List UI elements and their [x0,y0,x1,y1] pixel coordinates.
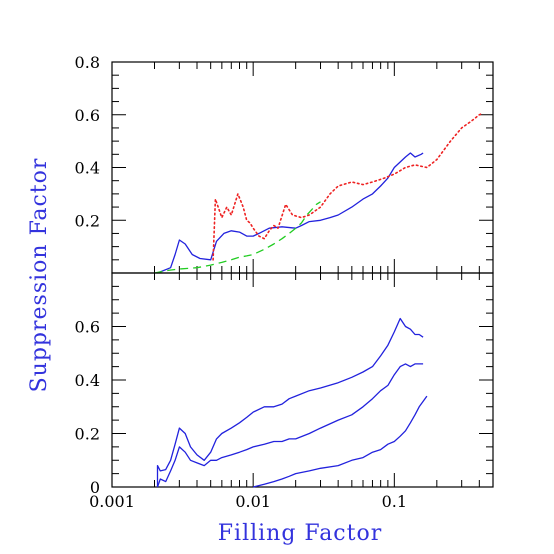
bottom-y-tick-label: 0.6 [75,318,100,337]
bottom-y-tick-label: 0 [90,478,100,497]
x-tick-label: 0.1 [382,492,407,511]
bottom-panel: 0 0.2 0.4 0.6 [75,272,494,497]
x-tick-label: 0.001 [89,492,135,511]
bottom-series-line-2 [156,363,424,488]
top-y-tick-label: 0.8 [75,53,100,72]
top-plot-frame [111,61,494,274]
bottom-plot-frame [111,272,494,488]
bottom-series-line-3 [253,395,428,488]
top-y-tick-label: 0.6 [75,106,100,125]
top-panel: 0.2 0.4 0.6 0.8 [75,53,494,274]
top-y-tick-label: 0.2 [75,211,100,230]
bottom-y-tick-label: 0.4 [75,371,100,390]
x-axis-title: Filling Factor [218,521,382,546]
top-series-line-3 [154,201,321,274]
top-series-line-1 [157,152,424,274]
bottom-series-line-1 [156,317,424,487]
top-series-line-2 [212,112,484,261]
x-tick-label: 0.01 [235,492,271,511]
bottom-y-tick-label: 0.2 [75,425,100,444]
top-y-tick-label: 0.4 [75,159,100,178]
x-tick-labels: 0.001 0.01 0.1 [89,492,407,511]
y-axis-title: Suppression Factor [27,158,52,393]
